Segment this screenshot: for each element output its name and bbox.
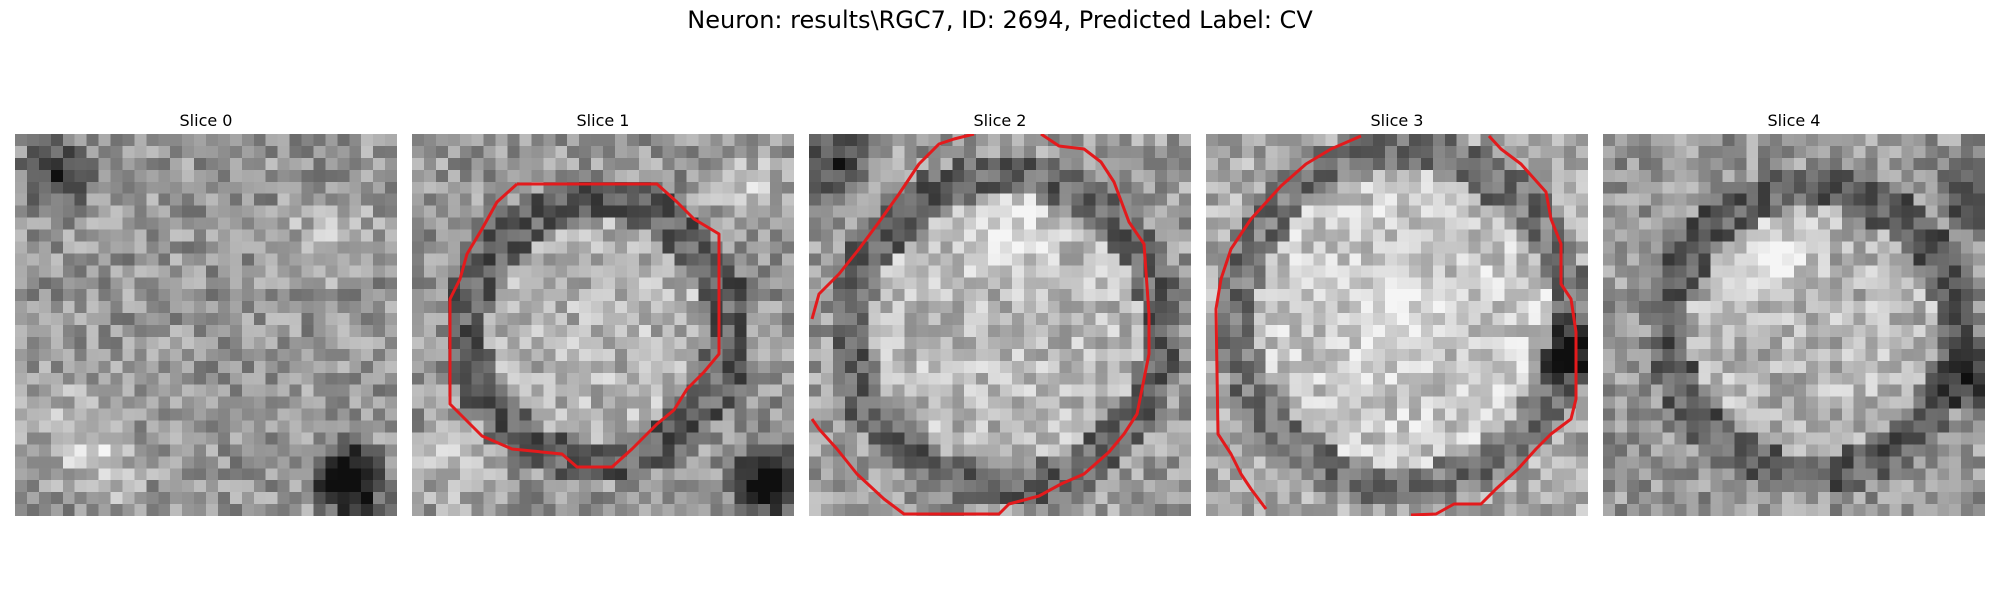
- slice-1-image: [412, 134, 794, 516]
- slice-panel-4: Slice 4: [1603, 111, 1985, 516]
- slice-panel-3: Slice 3: [1206, 111, 1588, 516]
- slice-3-label: Slice 3: [1370, 111, 1424, 130]
- slice-panel-2: Slice 2: [809, 111, 1191, 516]
- slice-2-image: [809, 134, 1191, 516]
- slice-2-contour: [810, 134, 1151, 516]
- slice-4-image: [1603, 134, 1985, 516]
- slice-3-contour: [1214, 134, 1578, 516]
- slice-panel-0: Slice 0: [15, 111, 397, 516]
- slice-1-contour: [448, 182, 721, 469]
- slice-4-label: Slice 4: [1767, 111, 1821, 130]
- slice-2-label: Slice 2: [973, 111, 1027, 130]
- slice-1-label: Slice 1: [576, 111, 630, 130]
- figure-title: Neuron: results\RGC7, ID: 2694, Predicte…: [687, 6, 1313, 34]
- slice-2-micrograph: [809, 134, 1191, 516]
- slice-0-micrograph: [15, 134, 397, 516]
- slice-0-image: [15, 134, 397, 516]
- slice-3-image: [1206, 134, 1588, 516]
- slice-0-label: Slice 0: [179, 111, 233, 130]
- slice-4-micrograph: [1603, 134, 1985, 516]
- slice-1-micrograph: [412, 134, 794, 516]
- slice-panel-1: Slice 1: [412, 111, 794, 516]
